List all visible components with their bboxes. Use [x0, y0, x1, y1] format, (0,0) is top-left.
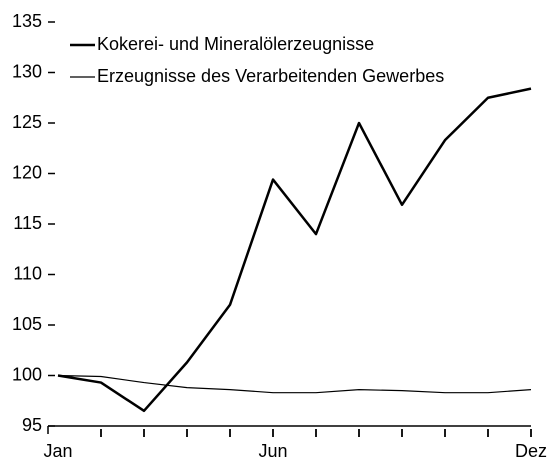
legend-label: Erzeugnisse des Verarbeitenden Gewerbes: [97, 66, 444, 86]
y-tick-label: 110: [13, 263, 42, 283]
data-line: [57, 87, 532, 413]
y-tick-label: 95: [22, 415, 42, 435]
y-tick-label: 135: [12, 11, 42, 31]
x-tick-label: Jun: [258, 441, 287, 461]
y-tick-label: 115: [13, 213, 42, 233]
data-line: [57, 374, 532, 394]
y-tick-label: 120: [12, 162, 42, 182]
y-tick-label: 105: [12, 314, 42, 334]
legend-label: Kokerei- und Mineralölerzeugnisse: [97, 34, 374, 54]
x-tick-label: Jan: [43, 441, 72, 461]
y-tick-label: 125: [12, 112, 42, 132]
x-tick-label: Dez: [515, 441, 547, 461]
y-tick-label: 130: [12, 61, 42, 81]
y-tick-label: 100: [12, 364, 42, 384]
